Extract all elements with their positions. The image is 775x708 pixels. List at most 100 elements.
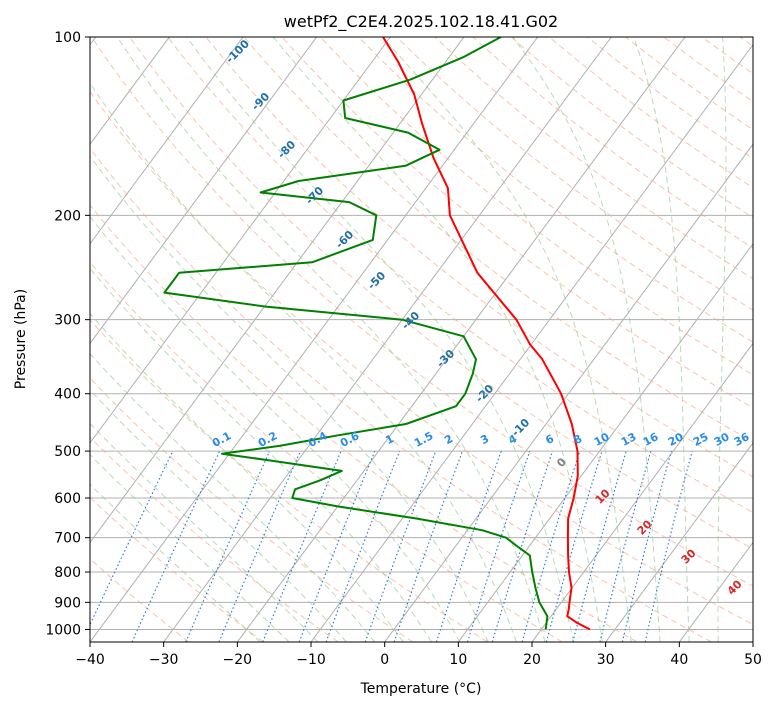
mixing-ratio-label: 6 <box>543 432 556 447</box>
dry-adiabat-label: -70 <box>303 184 326 207</box>
x-tick-label: 10 <box>449 652 467 668</box>
moist-adiabat-line <box>90 267 432 642</box>
isotherm-line <box>310 43 753 642</box>
y-tick-label: 800 <box>54 565 81 581</box>
moist-adiabat-line <box>90 155 489 642</box>
y-axis-label: Pressure (hPa) <box>13 289 29 389</box>
dry-adiabat-line <box>548 37 753 189</box>
isotherm-line <box>90 37 170 146</box>
mixing-ratio-line <box>599 450 652 642</box>
moist-adiabat-line <box>90 353 376 642</box>
mixing-ratio-line <box>364 450 437 642</box>
isotherm-line <box>90 37 465 544</box>
mixing-ratio-line <box>325 450 401 642</box>
moist-adiabat-line <box>90 453 290 642</box>
mixing-ratio-line <box>644 450 693 642</box>
mixing-ratio-line <box>435 450 502 642</box>
mixing-ratio-label: 10 <box>592 430 612 449</box>
dry-adiabat-line <box>739 37 753 47</box>
y-tick-label: 400 <box>54 387 81 403</box>
isotherm-line <box>90 37 391 444</box>
temperature-profile-line <box>382 37 591 631</box>
moist-adiabat-line <box>186 37 575 642</box>
isotherm-line <box>457 242 753 642</box>
mixing-ratio-label: 30 <box>712 430 732 449</box>
mixing-ratio-line <box>298 450 376 642</box>
isotherm-line <box>90 37 244 245</box>
mixing-ratio-label: 2 <box>442 432 455 447</box>
x-axis-ticks: −40 −30 −20 −10 0 10 20 30 40 50 <box>75 642 762 668</box>
y-tick-label: 200 <box>54 208 81 224</box>
line-labels: -100-90-80-70-60-50-40-30-20-100.1 0.2 0.4… <box>210 37 752 598</box>
series-lines <box>163 37 591 631</box>
mixing-ratio-label: 0.4 <box>306 429 330 450</box>
dry-adiabat-line <box>167 37 753 514</box>
mixing-ratio-label: 1.5 <box>412 429 435 450</box>
dry-adiabat-line <box>90 377 414 642</box>
moist-adiabat-line <box>90 312 404 642</box>
mixing-ratio-line <box>521 450 581 642</box>
y-tick-label: 1000 <box>45 622 81 638</box>
x-tick-label: 30 <box>597 652 615 668</box>
dry-adiabat-label: -20 <box>473 382 496 405</box>
dry-adiabat-line <box>319 37 753 376</box>
dry-adiabat-label: -80 <box>275 138 298 161</box>
isotherm-line <box>236 37 686 642</box>
x-tick-label: 40 <box>670 652 688 668</box>
mixing-ratio-label: 16 <box>641 430 661 449</box>
dry-adiabat-line <box>434 37 753 280</box>
moist-adiabat-line <box>90 216 461 642</box>
dry-adiabat-line <box>358 37 753 343</box>
mixing-ratio-line <box>131 450 221 642</box>
x-axis-label: Temperature (°C) <box>360 681 482 697</box>
mixing-ratio-label: 36 <box>732 430 752 449</box>
mixing-ratio-label: 25 <box>691 430 711 449</box>
mixing-ratio-line <box>90 450 174 626</box>
mixing-ratio-line <box>491 450 554 642</box>
x-tick-label: −20 <box>223 652 253 668</box>
moist-adiabat-line <box>90 82 517 642</box>
x-tick-label: 20 <box>523 652 541 668</box>
isotherm-line <box>752 641 753 642</box>
isotherm-line <box>163 37 612 642</box>
mixing-ratio-label: 20 <box>666 430 686 449</box>
mixing-ratio-line <box>393 450 463 642</box>
y-tick-label: 300 <box>54 313 81 329</box>
dry-adiabat-line <box>90 436 339 642</box>
x-tick-label: −40 <box>75 652 105 668</box>
moist-adiabat-label: 0 <box>554 455 569 470</box>
background-lines <box>90 37 753 642</box>
x-tick-label: 50 <box>744 652 762 668</box>
mixing-ratio-label: 8 <box>571 432 584 447</box>
dry-adiabat-line <box>396 37 753 311</box>
dry-adiabat-line <box>129 37 753 550</box>
isotherm-line <box>90 37 539 642</box>
plot-frame <box>89 36 754 643</box>
dry-adiabat-label: -30 <box>434 347 457 370</box>
moist-adiabat-line <box>90 422 319 642</box>
mixing-ratio-label: 13 <box>619 430 639 449</box>
y-tick-label: 600 <box>54 491 81 507</box>
moist-adiabat-label: 30 <box>679 546 699 566</box>
mixing-ratio-label: 1 <box>383 432 396 447</box>
mixing-ratio-label: 3 <box>478 432 491 447</box>
moist-adiabat-line <box>382 37 632 642</box>
y-tick-label: 900 <box>54 595 81 611</box>
dry-adiabat-line <box>90 204 638 642</box>
mixing-ratio-line <box>262 450 342 642</box>
dry-adiabat-line <box>281 37 753 409</box>
moist-adiabat-label: 10 <box>593 486 613 506</box>
x-tick-label: −10 <box>296 652 326 668</box>
dry-adiabat-line <box>90 147 712 642</box>
dry-adiabat-line <box>90 319 488 642</box>
chart-title: wetPf2_C2E4.2025.102.18.41.G02 <box>284 12 558 32</box>
mixing-ratio-line <box>621 450 672 642</box>
mixing-ratio-label: 0.1 <box>210 429 233 450</box>
y-tick-label: 100 <box>54 30 81 46</box>
moist-adiabat-line <box>90 389 347 642</box>
dry-adiabat-label: -40 <box>399 309 422 332</box>
dry-adiabat-line <box>90 261 563 642</box>
y-axis-ticks: 100 200 300 400 500 600 700 800 900 1000 <box>45 30 90 638</box>
moist-adiabat-line <box>90 483 261 642</box>
